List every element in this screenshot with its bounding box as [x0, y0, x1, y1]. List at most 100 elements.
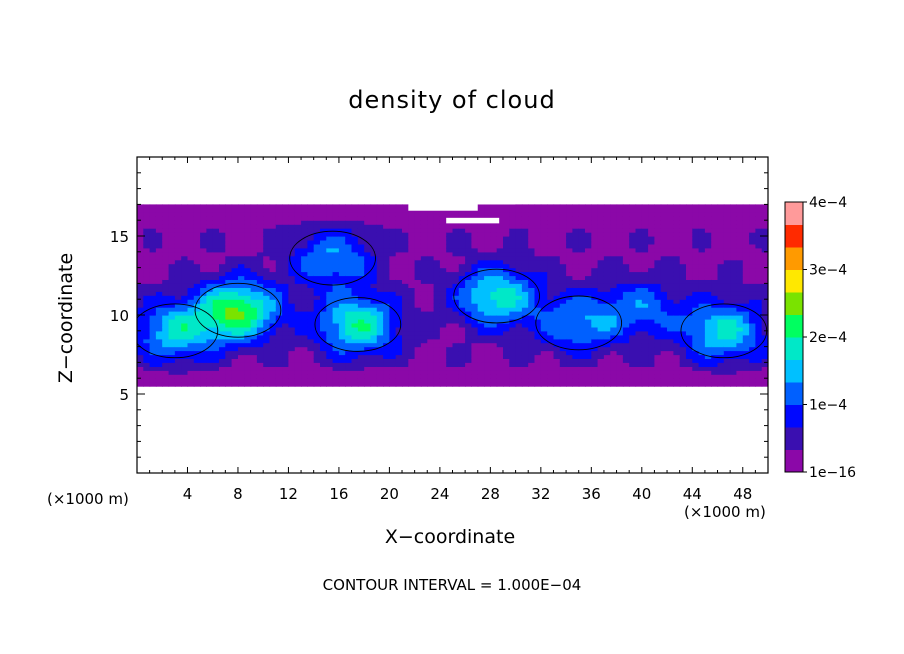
- density-cell: [660, 362, 668, 367]
- density-cell: [200, 311, 207, 316]
- density-cell: [534, 283, 542, 288]
- density-cell: [477, 243, 485, 249]
- density-cell: [667, 255, 674, 261]
- density-cell: [225, 208, 233, 213]
- density-cell: [635, 224, 643, 229]
- density-cell: [452, 319, 460, 324]
- density-cell: [717, 330, 725, 336]
- density-cell: [364, 212, 372, 217]
- density-cell: [269, 212, 277, 217]
- density-cell: [345, 319, 353, 324]
- density-cell: [238, 271, 245, 277]
- density-cell: [471, 322, 479, 328]
- density-cell: [174, 346, 182, 352]
- density-cell: [433, 326, 441, 332]
- density-cell: [313, 362, 321, 367]
- density-cell: [616, 236, 624, 241]
- density-cell: [711, 358, 719, 363]
- density-cell: [282, 303, 289, 308]
- density-cell: [219, 338, 226, 344]
- density-cell: [307, 283, 315, 288]
- density-cell: [238, 307, 245, 312]
- density-cell: [761, 303, 768, 308]
- density-cell: [553, 247, 561, 253]
- density-cell: [408, 319, 416, 324]
- density-cell: [408, 362, 416, 367]
- density-cell: [490, 319, 498, 324]
- density-cell: [408, 239, 416, 245]
- density-cell: [168, 374, 176, 379]
- density-cell: [578, 216, 586, 221]
- density-cell: [212, 236, 220, 241]
- density-cell: [244, 259, 252, 265]
- density-cell: [414, 342, 422, 348]
- density-cell: [282, 378, 289, 383]
- density-cell: [168, 326, 176, 332]
- density-cell: [711, 232, 719, 237]
- density-cell: [692, 279, 700, 284]
- density-cell: [629, 224, 637, 229]
- density-cell: [698, 283, 706, 288]
- density-cell: [622, 287, 630, 292]
- density-cell: [263, 295, 271, 300]
- density-cell: [351, 255, 359, 261]
- density-cell: [660, 334, 668, 340]
- density-cell: [698, 263, 706, 269]
- density-cell: [219, 370, 226, 375]
- density-cell: [566, 350, 573, 356]
- density-cell: [597, 378, 605, 383]
- density-cell: [591, 338, 599, 344]
- density-cell: [137, 291, 144, 296]
- density-cell: [168, 378, 176, 383]
- density-cell: [395, 232, 403, 237]
- density-cell: [155, 239, 163, 245]
- density-cell: [162, 255, 170, 261]
- density-cell: [761, 319, 768, 324]
- density-cell: [313, 243, 321, 249]
- density-cell: [414, 382, 422, 387]
- density-cell: [275, 271, 283, 277]
- density-cell: [263, 326, 271, 332]
- density-cell: [540, 307, 548, 312]
- density-cell: [610, 228, 618, 233]
- density-cell: [439, 338, 447, 344]
- density-cell: [490, 338, 498, 344]
- density-cell: [193, 303, 201, 308]
- density-cell: [648, 267, 655, 273]
- density-cell: [294, 255, 302, 261]
- density-cell: [465, 346, 472, 352]
- density-cell: [755, 216, 763, 221]
- density-cell: [736, 204, 744, 209]
- density-cell: [446, 354, 454, 359]
- density-cell: [269, 239, 277, 245]
- density-cell: [376, 358, 384, 363]
- density-cell: [477, 315, 485, 320]
- density-cell: [389, 299, 397, 304]
- density-cell: [547, 247, 555, 253]
- density-cell: [263, 220, 271, 225]
- density-cell: [269, 334, 277, 340]
- density-cell: [181, 204, 189, 209]
- density-cell: [219, 322, 226, 328]
- density-cell: [244, 291, 252, 296]
- density-cell: [433, 247, 441, 253]
- density-cell: [490, 208, 498, 213]
- density-cell: [761, 208, 768, 213]
- density-cell: [332, 255, 340, 261]
- density-cell: [275, 275, 283, 280]
- density-cell: [376, 338, 384, 344]
- density-cell: [553, 346, 561, 352]
- density-cell: [648, 354, 655, 359]
- density-cell: [143, 232, 151, 237]
- density-cell: [641, 271, 649, 277]
- density-cell: [528, 271, 536, 277]
- density-cell: [193, 322, 201, 328]
- density-cell: [225, 315, 233, 320]
- density-cell: [200, 350, 207, 356]
- density-cell: [755, 243, 763, 249]
- density-cell: [370, 204, 378, 209]
- density-cell: [704, 263, 712, 269]
- density-cell: [137, 303, 144, 308]
- density-cell: [389, 204, 397, 209]
- density-cell: [711, 263, 719, 269]
